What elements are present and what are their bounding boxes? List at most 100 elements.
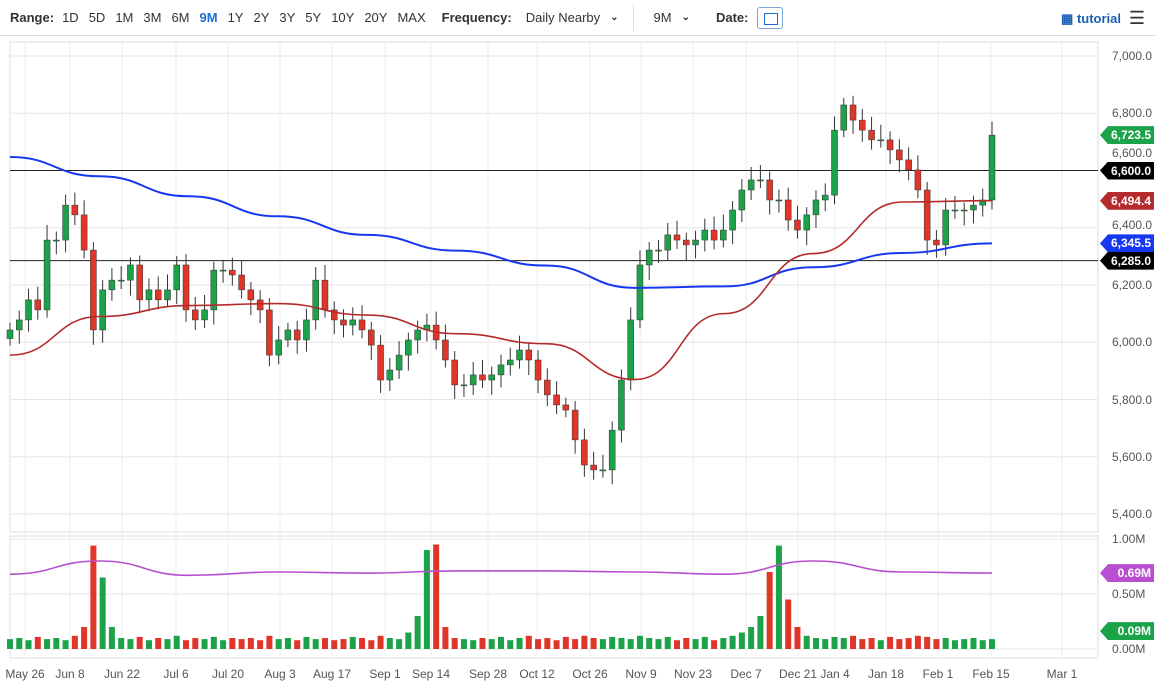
volume-bar xyxy=(785,599,792,649)
volume-bar xyxy=(321,638,328,649)
candle xyxy=(544,368,551,407)
candle xyxy=(210,261,218,325)
volume-bar xyxy=(16,638,23,649)
volume-bar xyxy=(44,639,51,649)
volume-bar xyxy=(738,632,745,649)
range-1m[interactable]: 1M xyxy=(115,10,134,25)
y-tick-label: 7,000.0 xyxy=(1112,49,1153,63)
period-value: 9M xyxy=(653,10,672,25)
price-tag: 6,494.4 xyxy=(1100,191,1154,210)
period-dropdown[interactable]: 9M ⌄ xyxy=(654,10,690,25)
hamburger-menu-icon[interactable]: ☰ xyxy=(1128,8,1145,28)
volume-bar xyxy=(136,636,143,649)
range-20y[interactable]: 20Y xyxy=(364,10,388,25)
candle xyxy=(784,187,792,231)
range-3m[interactable]: 3M xyxy=(143,10,162,25)
range-6m[interactable]: 6M xyxy=(171,10,190,25)
candle xyxy=(368,321,375,360)
candle xyxy=(117,266,125,290)
volume-bar xyxy=(729,635,736,649)
candle xyxy=(284,322,292,348)
candle xyxy=(395,341,403,379)
volume-bar xyxy=(590,638,597,649)
volume-bar xyxy=(266,635,273,649)
x-tick-label: Jun 8 xyxy=(55,667,85,681)
candle xyxy=(358,305,366,339)
candle xyxy=(312,266,319,330)
x-tick-label: Jun 22 xyxy=(103,667,141,681)
candle xyxy=(553,381,560,415)
volume-bar xyxy=(451,638,458,649)
candle xyxy=(173,256,181,304)
volume-bar xyxy=(377,635,384,649)
range-2y[interactable]: 2Y xyxy=(253,10,270,25)
volume-bar xyxy=(71,635,78,649)
candle xyxy=(710,216,718,250)
range-1y[interactable]: 1Y xyxy=(227,10,244,25)
tutorial-label: tutorial xyxy=(1076,11,1121,26)
frequency-dropdown[interactable]: Daily Nearby ⌄ xyxy=(526,10,619,25)
candle xyxy=(229,257,236,286)
volume-bar xyxy=(423,550,430,649)
candle xyxy=(377,335,384,393)
volume-bar xyxy=(405,632,412,649)
volume-bar xyxy=(553,640,560,649)
x-tick-label: Sep 28 xyxy=(468,667,508,681)
candle xyxy=(988,121,996,210)
range-9m[interactable]: 9M xyxy=(199,10,218,25)
x-tick-label: Feb 15 xyxy=(972,667,1010,681)
volume-bar xyxy=(775,545,782,649)
range-1d[interactable]: 1D xyxy=(62,10,79,25)
volume-bar xyxy=(599,639,606,649)
volume-bar xyxy=(164,639,171,649)
volume-bar xyxy=(905,638,912,649)
candle xyxy=(192,297,199,330)
candle xyxy=(914,155,922,199)
volume-bar xyxy=(507,640,514,649)
volume-bar xyxy=(701,636,708,649)
candle xyxy=(349,307,357,336)
range-5y[interactable]: 5Y xyxy=(305,10,322,25)
candle xyxy=(62,194,69,253)
volume-bar xyxy=(34,636,41,649)
candle xyxy=(951,195,959,219)
volume-bar xyxy=(757,616,764,649)
range-5d[interactable]: 5D xyxy=(88,10,106,25)
volume-bar xyxy=(108,627,115,649)
x-tick-label: Dec 21 xyxy=(778,667,818,681)
moving-average-short-line xyxy=(9,199,993,381)
volume-bar xyxy=(7,639,13,649)
moving-average-long-line xyxy=(9,156,993,289)
candle xyxy=(701,218,709,252)
candle xyxy=(877,124,885,148)
volume-bar xyxy=(294,640,301,649)
y-tick-label: 6,200.0 xyxy=(1112,278,1153,292)
volume-bar xyxy=(173,635,180,649)
volume-tick-label: 1.00M xyxy=(1112,532,1146,546)
range-10y[interactable]: 10Y xyxy=(331,10,355,25)
volume-bar xyxy=(183,640,190,649)
volume-tick-label: 0.00M xyxy=(1112,642,1146,656)
candle xyxy=(673,220,681,249)
volume-bar xyxy=(535,639,542,649)
volume-average-line xyxy=(9,560,993,577)
volume-bar xyxy=(683,638,690,649)
candle xyxy=(562,397,570,418)
frequency-value: Daily Nearby xyxy=(525,10,601,25)
volume-bar xyxy=(877,640,884,649)
candle xyxy=(738,179,746,223)
calendar-icon[interactable] xyxy=(756,6,783,29)
x-tick-label: Feb 1 xyxy=(922,667,954,681)
volume-bar xyxy=(192,638,199,649)
volume-bar xyxy=(850,635,857,649)
candle xyxy=(859,108,866,142)
candle xyxy=(960,202,968,226)
candle xyxy=(655,240,662,263)
volume-bar xyxy=(924,636,931,649)
range-max[interactable]: MAX xyxy=(397,10,426,25)
volume-bar xyxy=(516,638,523,649)
candle xyxy=(729,201,736,245)
tutorial-link[interactable]: ▦ tutorial xyxy=(1061,11,1121,27)
range-3y[interactable]: 3Y xyxy=(279,10,296,25)
